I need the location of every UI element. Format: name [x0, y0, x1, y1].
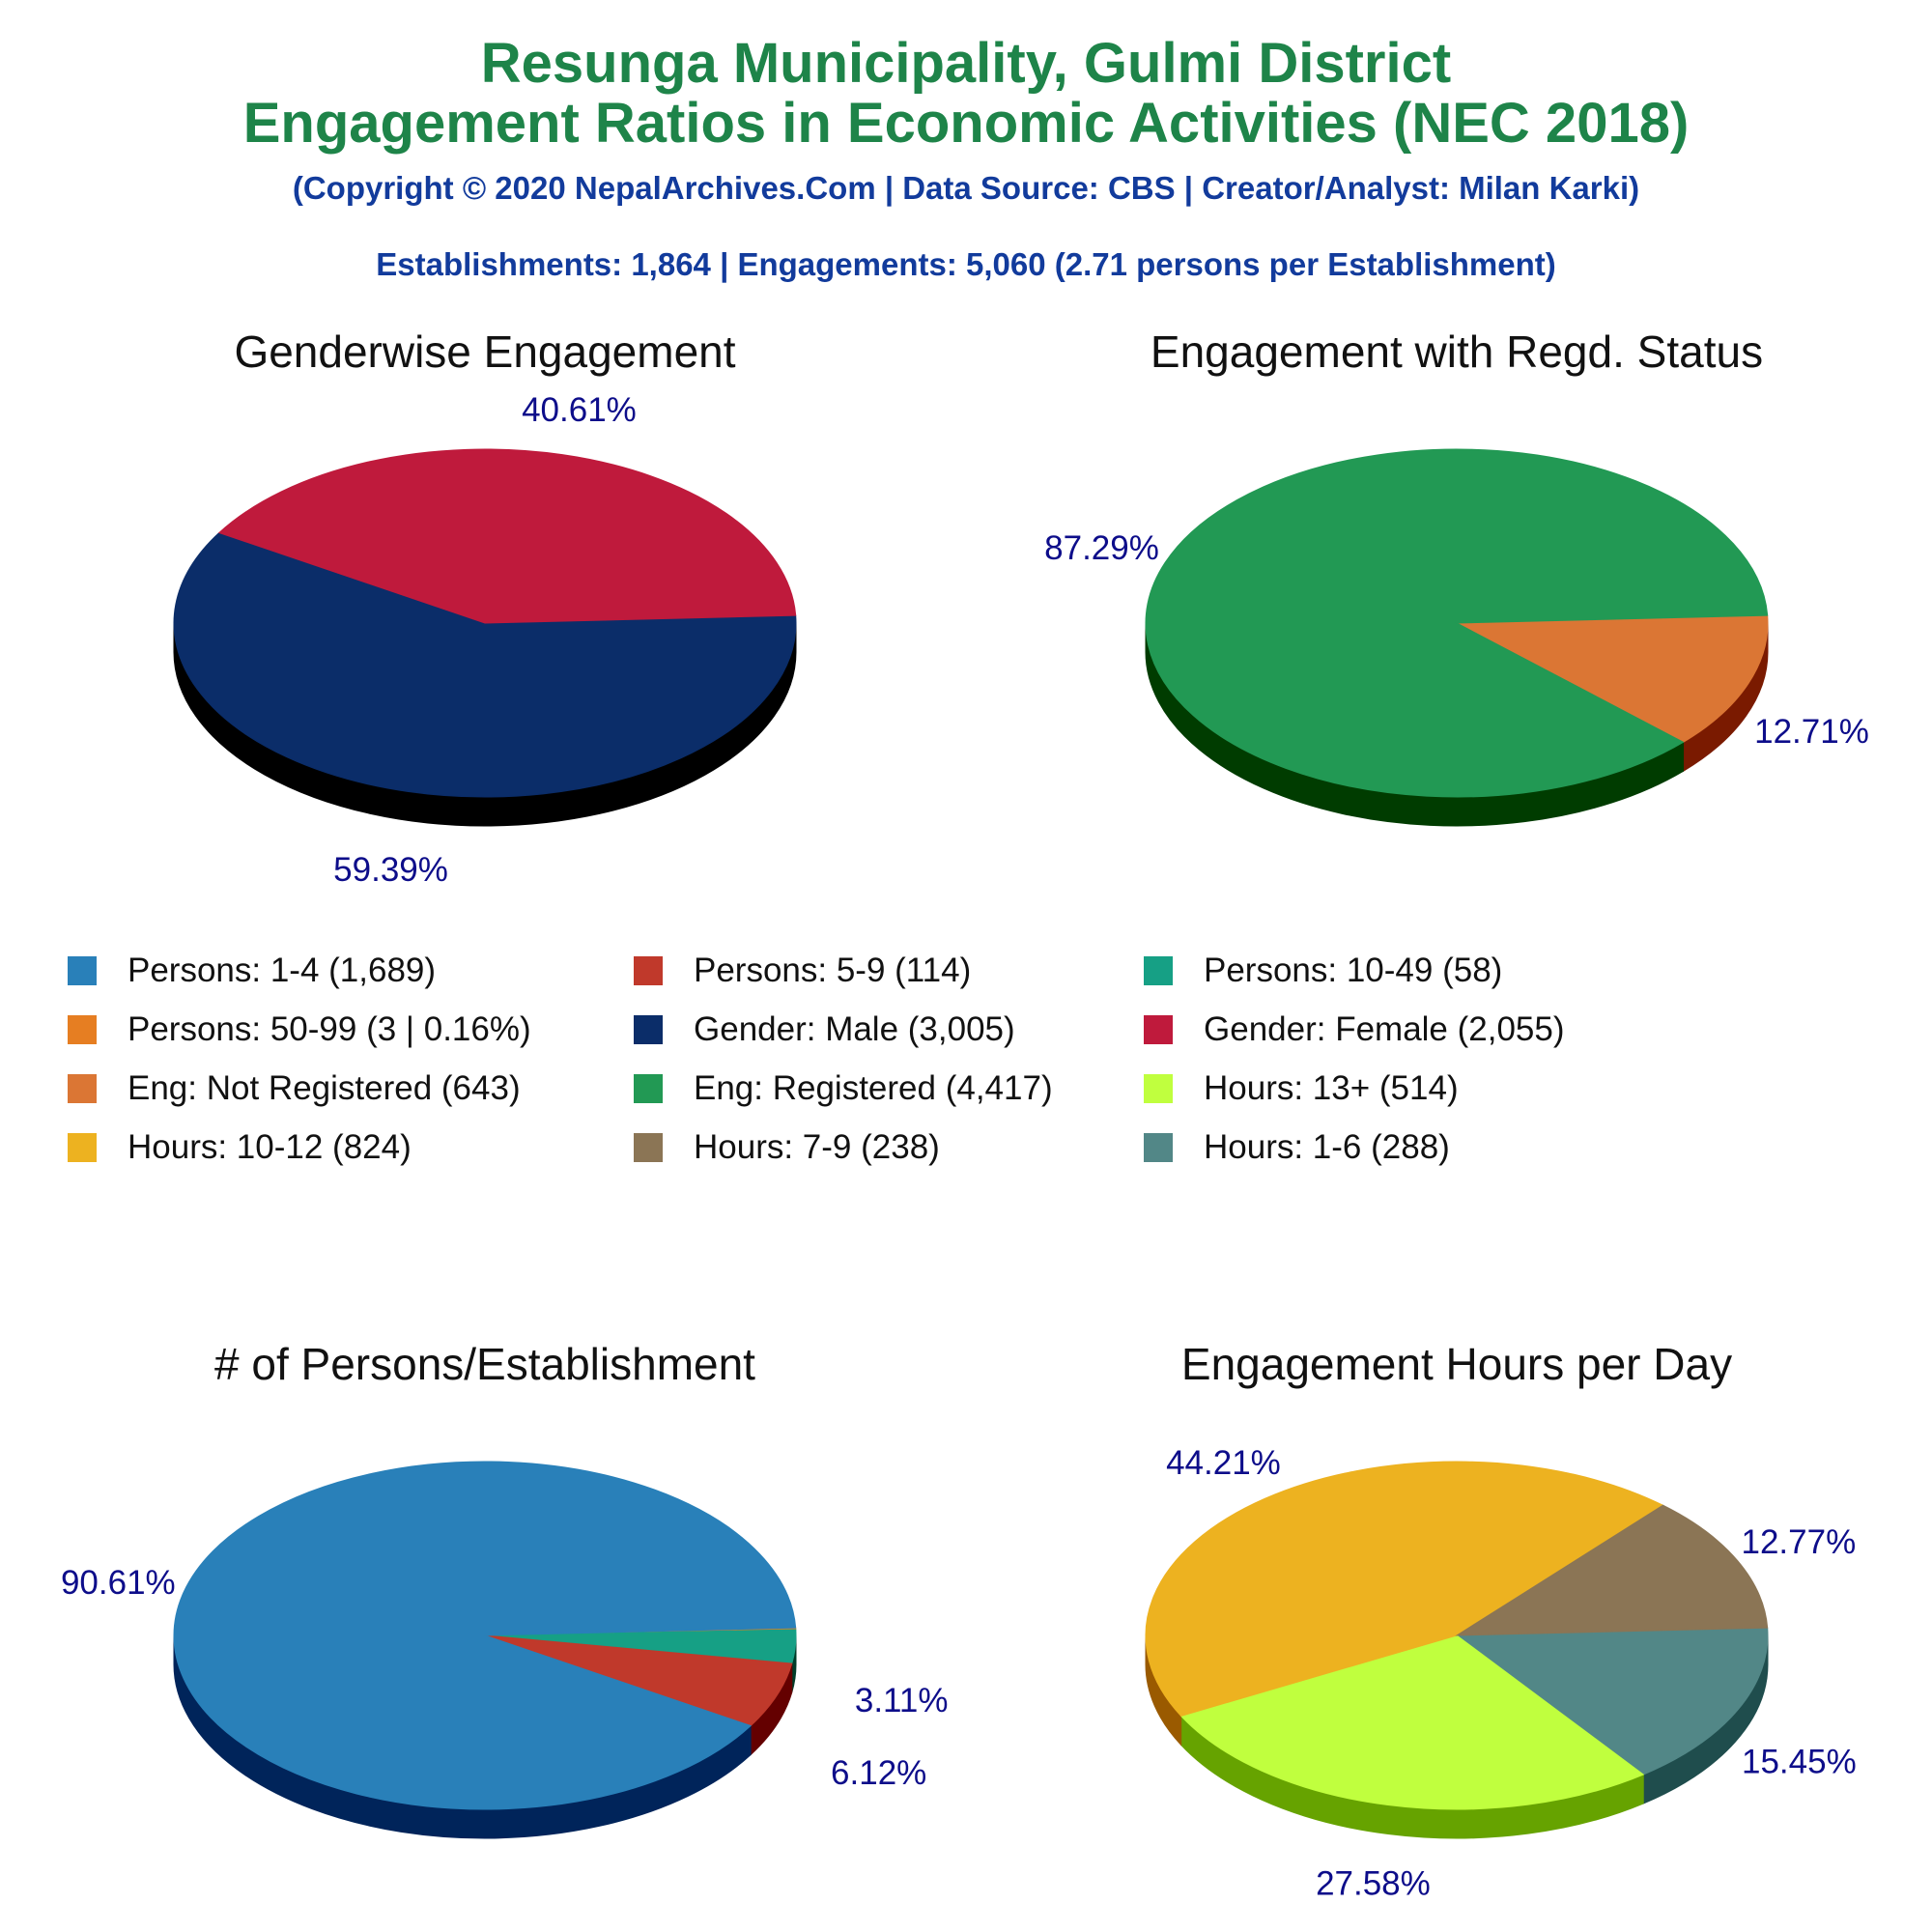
legend-item: Gender: Male (3,005) — [634, 1010, 1015, 1049]
legend-swatch — [634, 1015, 663, 1044]
pie-slice — [1455, 1627, 1769, 1776]
title-line-1: Resunga Municipality, Gulmi District — [480, 32, 1452, 95]
slice-percent-label: 40.61% — [522, 391, 637, 429]
legend-item: Hours: 7-9 (238) — [634, 1128, 940, 1167]
legend-label: Gender: Male (3,005) — [694, 1010, 1015, 1048]
slice-percent-label: 3.11% — [855, 1682, 949, 1719]
legend-item: Persons: 5-9 (114) — [634, 952, 971, 990]
pie-chart: # of Persons/Establishment 3.11% 6.12% 90.6… — [61, 1339, 949, 1839]
slice-percent-label: 6.12% — [831, 1754, 926, 1792]
legend-label: Hours: 7-9 (238) — [694, 1128, 940, 1166]
legend-swatch — [634, 956, 663, 985]
pie-slice — [173, 1461, 797, 1810]
chart-title: # of Persons/Establishment — [214, 1339, 755, 1389]
legend-label: Gender: Female (2,055) — [1204, 1010, 1565, 1048]
chart-title: Engagement Hours per Day — [1181, 1339, 1732, 1389]
pie-chart: Genderwise Engagement 59.39% 40.61% — [173, 327, 797, 889]
legend-item: Gender: Female (2,055) — [1144, 1010, 1565, 1049]
legend-item: Eng: Registered (4,417) — [634, 1069, 1053, 1108]
legend-swatch — [68, 1015, 97, 1044]
legend-label: Hours: 1-6 (288) — [1204, 1128, 1450, 1166]
slice-percent-label: 44.21% — [1166, 1444, 1281, 1482]
slice-percent-label: 12.77% — [1742, 1523, 1857, 1561]
legend-item: Eng: Not Registered (643) — [68, 1069, 521, 1108]
legend-swatch — [68, 956, 97, 985]
legend-label: Persons: 5-9 (114) — [694, 952, 972, 989]
legend-swatch — [1144, 956, 1173, 985]
slice-percent-label: 90.61% — [61, 1564, 176, 1602]
pie-slice — [173, 531, 797, 798]
pie-slice — [1179, 1634, 1645, 1810]
slice-percent-label: 15.45% — [1742, 1743, 1857, 1780]
legend-item: Persons: 50-99 (3 | 0.16%) — [68, 1010, 531, 1049]
pie-slice — [1145, 1461, 1664, 1717]
legend-swatch — [634, 1133, 663, 1162]
title-line-2: Engagement Ratios in Economic Activities… — [242, 92, 1690, 155]
legend-item: Hours: 10-12 (824) — [68, 1128, 412, 1167]
pie-slice — [484, 1634, 793, 1727]
legend-swatch — [1144, 1074, 1173, 1103]
legend-swatch — [634, 1074, 663, 1103]
chart-title: Engagement with Regd. Status — [1151, 327, 1763, 377]
legend-label: Eng: Registered (4,417) — [694, 1069, 1053, 1107]
legend-swatch — [68, 1133, 97, 1162]
pie-slice — [217, 448, 797, 624]
legend-item: Persons: 1-4 (1,689) — [68, 952, 436, 990]
slice-percent-label: 59.39% — [333, 851, 448, 889]
copyright-line: (Copyright © 2020 NepalArchives.Com | Da… — [292, 170, 1640, 206]
legend-label: Hours: 13+ (514) — [1204, 1069, 1459, 1107]
slice-percent-label: 27.58% — [1316, 1864, 1431, 1902]
legend-label: Hours: 10-12 (824) — [128, 1128, 412, 1166]
chart-title: Genderwise Engagement — [234, 327, 735, 377]
legend-swatch — [1144, 1015, 1173, 1044]
legend-label: Eng: Not Registered (643) — [128, 1069, 521, 1107]
pie-slice — [1455, 614, 1769, 743]
legend-item: Persons: 10-49 (58) — [1144, 952, 1502, 990]
legend-swatch — [1144, 1133, 1173, 1162]
pie-slice — [1145, 448, 1769, 798]
legend-swatch — [68, 1074, 97, 1103]
legend-item: Hours: 13+ (514) — [1144, 1069, 1459, 1108]
legend-label: Persons: 1-4 (1,689) — [128, 952, 437, 989]
pie-slice — [1455, 1504, 1769, 1636]
slice-percent-label: 12.71% — [1754, 713, 1869, 751]
pie-chart: Engagement Hours per Day 15.45% 27.58% 44.2… — [1145, 1339, 1857, 1902]
legend-label: Persons: 50-99 (3 | 0.16%) — [128, 1010, 531, 1048]
pie-chart: Engagement with Regd. Status 12.71% 87.29% — [1044, 327, 1869, 827]
summary-line: Establishments: 1,864 | Engagements: 5,0… — [376, 246, 1556, 282]
legend-label: Persons: 10-49 (58) — [1204, 952, 1503, 989]
slice-percent-label: 87.29% — [1044, 529, 1159, 567]
legend-item: Hours: 1-6 (288) — [1144, 1128, 1450, 1167]
